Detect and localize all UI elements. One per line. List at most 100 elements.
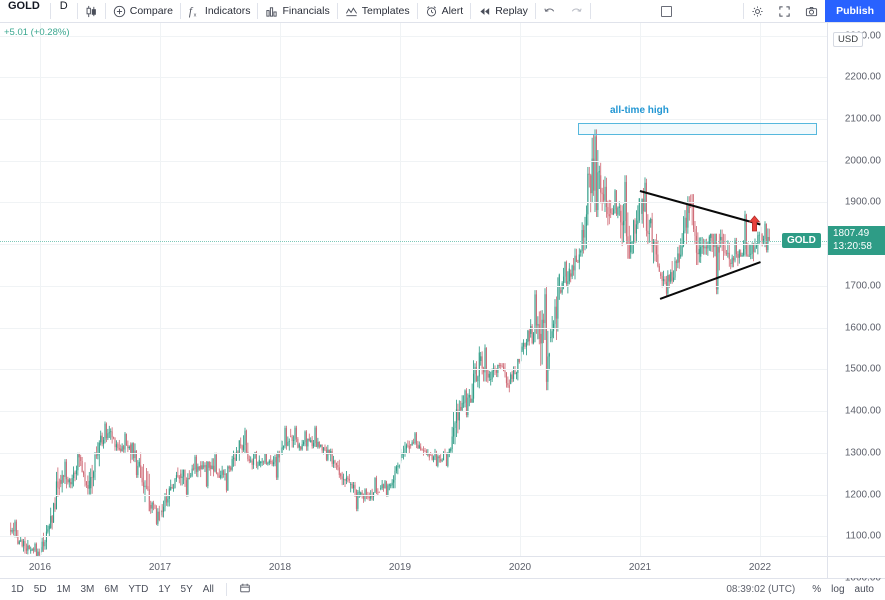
redo-button[interactable] — [563, 0, 590, 22]
candle-body — [95, 454, 97, 456]
candle-body — [548, 353, 550, 357]
candle-body — [661, 275, 663, 282]
candle-body — [518, 358, 520, 362]
candle-body — [653, 241, 655, 246]
toolbar-spacer — [591, 0, 655, 22]
toolbar-divider — [336, 3, 338, 19]
candle-body — [768, 236, 770, 241]
candle-body — [717, 246, 719, 290]
replay-button[interactable]: Replay — [471, 0, 535, 22]
snapshot-button[interactable] — [798, 0, 825, 22]
all-time-high-band[interactable] — [578, 123, 817, 136]
candle-body — [71, 478, 73, 485]
candle-body — [574, 255, 576, 271]
auto-scale-button[interactable]: auto — [854, 584, 874, 595]
candle-body — [133, 443, 135, 459]
candle-body — [348, 478, 350, 481]
svg-text:x: x — [193, 12, 196, 17]
templates-button[interactable]: Templates — [338, 0, 417, 22]
candle-body — [513, 370, 515, 379]
chart-type-button[interactable] — [78, 0, 105, 22]
candle-body — [90, 477, 92, 489]
candle-body — [694, 229, 696, 236]
candle-body — [135, 450, 137, 476]
range-button-1y[interactable]: 1Y — [158, 584, 171, 595]
date-range-button[interactable] — [234, 582, 256, 597]
range-button-6m[interactable]: 6M — [104, 584, 119, 595]
arrow-up-marker[interactable] — [748, 215, 761, 238]
candle-body — [557, 287, 559, 319]
candle-body — [143, 482, 145, 488]
candle-body — [141, 477, 143, 483]
price-tick-label: 2000.00 — [844, 155, 881, 167]
candle-body — [500, 365, 502, 366]
price-gridline — [0, 327, 827, 329]
toolbar-divider — [104, 3, 106, 19]
range-button-ytd[interactable]: YTD — [128, 584, 149, 595]
symbol-button[interactable]: GOLD — [8, 0, 40, 12]
range-button-5y[interactable]: 5Y — [180, 584, 193, 595]
candle-body — [247, 451, 249, 460]
candle-body — [177, 475, 179, 477]
candle-body — [221, 470, 223, 475]
candle-body — [324, 447, 326, 451]
candle-body — [294, 427, 296, 441]
candle-body — [253, 458, 255, 465]
candle-body — [535, 294, 537, 326]
candle-body — [81, 461, 83, 473]
candle-body — [434, 453, 436, 457]
compare-button[interactable]: Compare — [106, 0, 180, 22]
price-tick-label: 2200.00 — [844, 71, 881, 83]
range-button-all[interactable]: All — [202, 584, 214, 595]
candle-body — [408, 445, 410, 450]
fullscreen-button[interactable] — [771, 0, 798, 22]
candle-body — [711, 233, 713, 243]
alert-button[interactable]: Alert — [418, 0, 471, 22]
publish-button[interactable]: Publish — [825, 0, 885, 22]
candle-body — [595, 136, 597, 211]
candle-body — [428, 453, 430, 458]
candle-body — [587, 173, 589, 215]
candle-body — [127, 445, 129, 449]
candle-body — [678, 253, 680, 263]
candle-body — [357, 492, 359, 509]
time-axis[interactable]: 2016 2017 2018 2019 2020 2021 2022 — [0, 556, 885, 578]
range-button-5d[interactable]: 5D — [33, 584, 47, 595]
candle-body — [453, 428, 455, 437]
undo-button[interactable] — [536, 0, 563, 22]
settings-button[interactable] — [744, 0, 771, 22]
candle-body — [438, 456, 440, 459]
candle-body — [194, 456, 196, 470]
candle-body — [290, 436, 292, 437]
range-button-3m[interactable]: 3M — [80, 584, 95, 595]
layout-button[interactable] — [654, 0, 679, 22]
time-tick-label: 2019 — [388, 562, 412, 573]
time-gridline — [160, 23, 161, 556]
range-button-1m[interactable]: 1M — [56, 584, 71, 595]
percent-scale-button[interactable]: % — [812, 584, 822, 595]
candle-body — [174, 479, 176, 488]
candle-body — [124, 433, 126, 450]
log-scale-button[interactable]: log — [831, 584, 845, 595]
candle-body — [114, 437, 116, 448]
candle-body — [53, 503, 55, 523]
candle-body — [407, 445, 409, 447]
price-axis[interactable]: USD 1807.49 13:20:58 1000.00 1100.00 1200.… — [827, 23, 885, 584]
interval-button[interactable]: D — [59, 0, 68, 12]
candle-body — [214, 454, 216, 472]
candle-body — [170, 487, 172, 491]
chart-plot-area[interactable]: +5.01 (+0.28%) GOLD all-time high — [0, 23, 827, 556]
candle-body — [274, 456, 276, 463]
candle-body — [387, 485, 389, 496]
candle-body — [188, 478, 190, 480]
replay-label: Replay — [495, 5, 528, 17]
statusbar-divider — [225, 583, 227, 596]
range-button-1d[interactable]: 1D — [11, 584, 24, 595]
candle-body — [415, 433, 417, 445]
date-range-icon — [239, 582, 251, 594]
candle-body — [637, 220, 639, 225]
time-gridline — [760, 23, 761, 556]
financials-button[interactable]: Financials — [258, 0, 336, 22]
candle-body — [148, 489, 150, 512]
